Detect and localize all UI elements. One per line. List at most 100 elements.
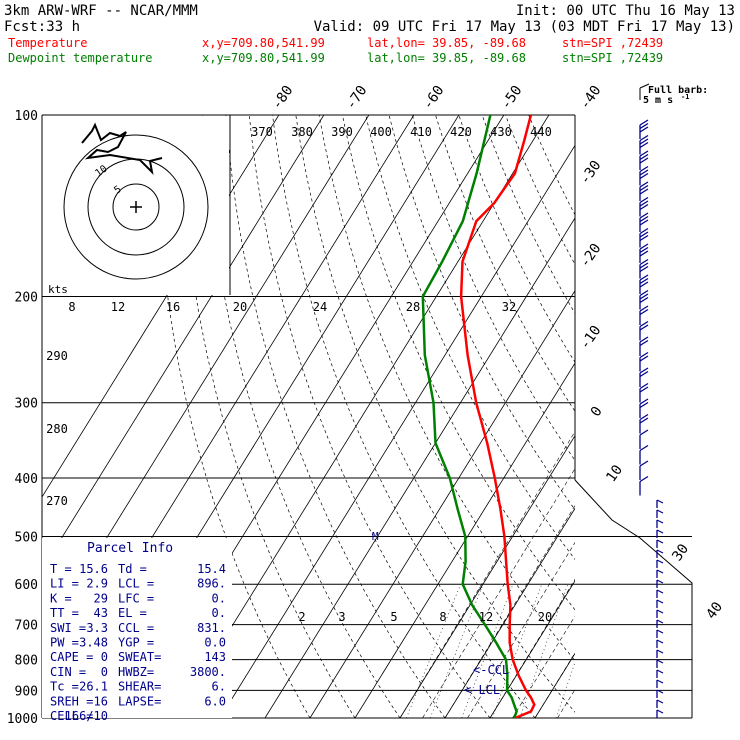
wind-barb-flag	[639, 413, 649, 421]
legend-dewpoint-xy: x,y=709.80,541.99	[202, 51, 325, 65]
pressure-tick-label: 1000	[7, 712, 38, 727]
wind-barb-flag	[639, 355, 649, 362]
valid-time: Valid: 09 UTC Fri 17 May 13 (03 MDT Fri …	[314, 19, 735, 35]
wind-barb-flag-lower	[656, 569, 664, 574]
mixing-ratio-label: 28	[406, 300, 420, 314]
wind-barb-flag	[639, 165, 649, 173]
wind-barb-flag	[639, 203, 649, 211]
parcel-row-label: SWI =	[50, 621, 86, 635]
pressure-tick-label: 400	[15, 472, 38, 487]
wind-barb-flag	[639, 262, 649, 269]
parcel-row-label-2: HWBZ=	[118, 665, 154, 679]
pressure-tick-label: 100	[15, 109, 38, 124]
wind-barb-flag	[639, 382, 649, 390]
temperature-profile-line	[459, 115, 536, 718]
parcel-row-label: CELL =	[50, 709, 93, 723]
full-barb-legend: Full barb: 5 m s -1	[639, 83, 708, 106]
parcel-row-label: Tc =	[50, 680, 79, 694]
forecast-label: Fcst:	[4, 19, 46, 35]
wind-barb-flag	[639, 188, 649, 195]
full-barb-title: Full barb:	[648, 85, 708, 96]
wind-barb-flag	[639, 181, 649, 188]
lower-right-border	[574, 479, 693, 718]
parcel-row-label-2: CCL =	[118, 621, 154, 635]
wind-barb-flag	[639, 258, 649, 266]
dry-adiabat-line	[178, 115, 356, 718]
isotherm-label: -30	[577, 158, 605, 188]
wind-barb-flag-lower	[656, 629, 664, 634]
wind-barb-flag-lower	[656, 549, 664, 554]
theta-label: 430	[490, 125, 512, 139]
dry-adiabat-line	[155, 115, 311, 718]
background-lines	[42, 115, 740, 718]
isotherm-line	[444, 507, 575, 718]
dry-adiabat-line	[388, 115, 575, 511]
wind-barb-flag	[639, 234, 649, 242]
moist-adiabat-line	[534, 652, 575, 718]
wind-barb-flag-lower	[656, 559, 664, 564]
theta-label: 400	[370, 125, 392, 139]
wind-barb-flag-lower	[656, 649, 664, 654]
parcel-row-value: 26.1	[79, 680, 108, 694]
mixing-ratio-label: 32	[502, 300, 516, 314]
wind-barb-flag	[639, 212, 649, 219]
full-barb-unit-exponent: -1	[681, 93, 689, 101]
legend-temperature: Temperature	[8, 36, 87, 50]
mixing-ratio-label-lower: 3	[338, 610, 345, 624]
wind-barb-flag	[639, 172, 649, 180]
wind-barb-flag	[639, 157, 649, 164]
isotherm-label: -20	[577, 241, 605, 271]
parcel-row-value-2: 0.	[212, 591, 226, 605]
wind-barb-flag	[639, 289, 649, 297]
full-barb-value: 5 m s	[643, 95, 673, 106]
isotherm-line	[580, 115, 740, 718]
isotherm-line	[489, 580, 575, 718]
mixing-ratio-line	[406, 584, 461, 718]
dry-adiabat-line	[411, 115, 575, 461]
parcel-row-value: 43	[94, 606, 108, 620]
wind-barb-flag	[639, 277, 649, 285]
isotherm-label: 30	[669, 541, 692, 564]
wind-barb-flag	[639, 138, 649, 145]
wind-barb-flag	[639, 460, 649, 467]
pressure-tick-label: 800	[15, 654, 38, 669]
mixing-ratio-label: 20	[233, 300, 247, 314]
wind-barb-flag	[639, 265, 649, 273]
theta-label: 390	[331, 125, 353, 139]
isotherm-label: -60	[420, 83, 448, 113]
isotherm-label: 0	[588, 404, 606, 420]
isotherm-line	[399, 434, 575, 718]
wind-barb-flag	[639, 339, 649, 347]
wind-barb-flag-lower	[656, 589, 664, 594]
lcl-marker: <-LCL	[464, 683, 500, 697]
parcel-row-value: 3.3	[86, 621, 108, 635]
parcel-row-value: 0	[101, 650, 108, 664]
wind-barb-flag	[639, 122, 649, 130]
pressure-tick-label: 200	[15, 291, 38, 306]
theta-label: 410	[410, 125, 432, 139]
parcel-row-value-2: 831.	[197, 621, 226, 635]
legend-temperature-xy: x,y=709.80,541.99	[202, 36, 325, 50]
pressure-tick-label: 700	[15, 619, 38, 634]
wind-barb-flag	[639, 274, 649, 281]
wind-barb-flag	[639, 475, 649, 483]
moist-adiabat-line	[467, 541, 575, 718]
wind-barb-flag-lower	[656, 659, 664, 664]
dry-adiabat-line	[272, 115, 536, 718]
wind-barb-flag	[639, 417, 649, 424]
legend-temperature-latlon: lat,lon= 39.85, -89.68	[367, 36, 526, 50]
mixing-ratio-line	[429, 584, 484, 718]
wind-barb-flag	[639, 296, 649, 304]
hodograph-trace	[81, 122, 163, 175]
dry-adiabat-line	[365, 115, 575, 561]
wind-barb-flag	[639, 250, 649, 257]
wind-barb-flag-lower	[656, 599, 664, 604]
parcel-row-value: 16	[94, 694, 108, 708]
parcel-row-value-2: 143	[204, 650, 226, 664]
mixing-ratio-line	[519, 584, 569, 718]
wind-barb-flag	[639, 308, 649, 316]
parcel-row-label-2: Td =	[118, 562, 147, 576]
model-title: 3km ARW-WRF -- NCAR/MMM	[4, 3, 198, 19]
wind-barb-flag-lower	[656, 699, 664, 704]
